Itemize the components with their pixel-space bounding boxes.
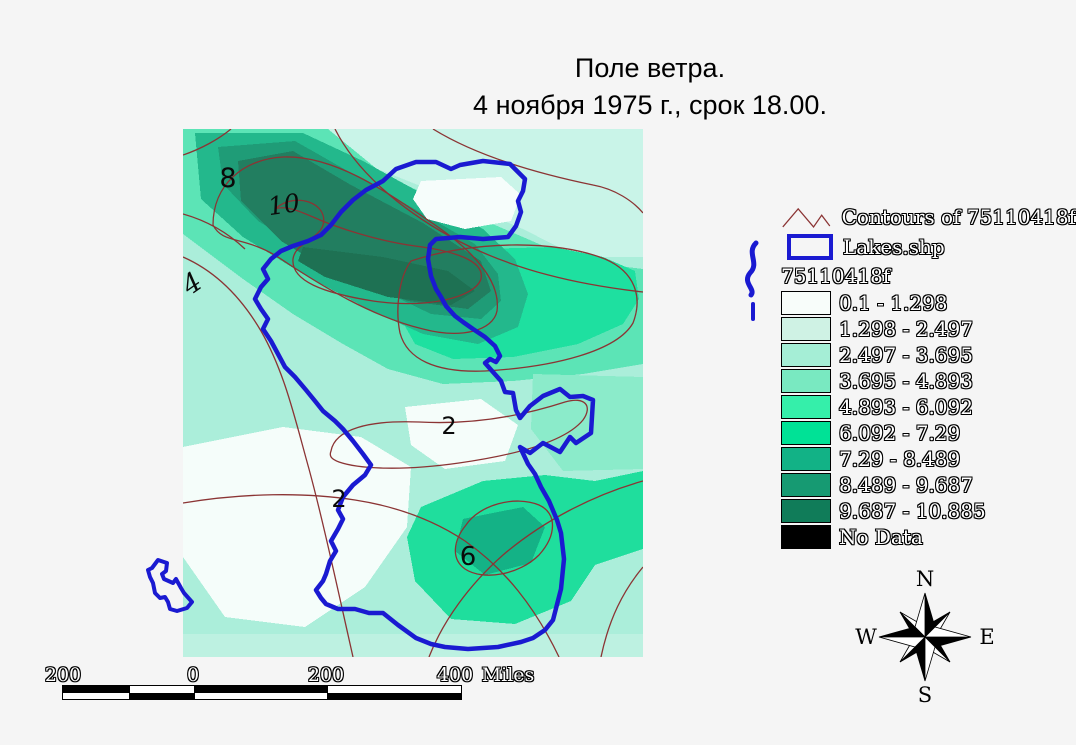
- compass-east-label: E: [979, 625, 994, 649]
- compass-west-label: W: [855, 625, 877, 649]
- legend-color-swatch: [781, 317, 831, 341]
- legend-class-row: 4.893 - 6.092: [781, 394, 1076, 420]
- scale-tick-mid: 200: [307, 664, 345, 686]
- legend-color-swatch: [781, 395, 831, 419]
- contour-line-icon: [782, 207, 831, 228]
- lake-outline: [252, 158, 596, 652]
- compass-south-label: S: [918, 683, 932, 707]
- legend-class-row: 7.29 - 8.489: [781, 446, 1076, 472]
- compass-north-label: N: [916, 568, 934, 591]
- compass-rose: N S E W: [855, 568, 994, 707]
- scale-unit-label: Miles: [481, 664, 535, 686]
- legend-color-swatch: [781, 473, 831, 497]
- wind-field-map: 8 10 4 2 2 6: [183, 129, 643, 657]
- contour-label-2a: 2: [441, 412, 456, 440]
- shoreline-squiggle: [745, 240, 759, 321]
- legend-lakes-label: Lakes.shp: [843, 235, 945, 259]
- map-title-line1: Поле ветра.: [574, 53, 726, 83]
- legend-class-row: 3.695 - 4.893: [781, 368, 1076, 394]
- legend-class-label: No Data: [839, 525, 923, 549]
- legend-class-row: 0.1 - 1.298: [781, 290, 1076, 316]
- legend-class-row: 9.687 - 10.885: [781, 498, 1076, 524]
- legend-lakes-row: Lakes.shp: [781, 232, 1076, 262]
- contour-label-2b: 2: [331, 485, 346, 513]
- legend-class-label: 1.298 - 2.497: [839, 317, 973, 341]
- legend-class-label: 4.893 - 6.092: [839, 395, 973, 419]
- legend-color-swatch: [781, 343, 831, 367]
- contour-label-8: 8: [219, 163, 236, 194]
- contour-lines: [183, 129, 643, 657]
- legend-class-label: 2.497 - 3.695: [839, 343, 973, 367]
- legend-class-label: 0.1 - 1.298: [839, 291, 948, 315]
- legend-color-swatch: [781, 499, 831, 523]
- contour-label-6: 6: [460, 542, 477, 572]
- legend-class-label: 6.092 - 7.29: [839, 421, 961, 445]
- legend-class-row: No Data: [781, 524, 1076, 550]
- legend-color-swatch: [781, 525, 831, 549]
- contour-label-10: 10: [266, 188, 302, 221]
- legend-class-label: 9.687 - 10.885: [839, 499, 986, 523]
- legend-class-row: 6.092 - 7.29: [781, 420, 1076, 446]
- legend-color-swatch: [781, 447, 831, 471]
- legend-class-label: 8.489 - 9.687: [839, 473, 973, 497]
- compass-star: [878, 592, 972, 682]
- legend: Contours of 75110418f Lakes.shp 75110418…: [781, 202, 1076, 550]
- legend-layer-header: 75110418f: [781, 264, 891, 288]
- map-title: Поле ветра. 4 ноября 1975 г., срок 18.00…: [300, 50, 1000, 124]
- raster-field: [183, 129, 643, 657]
- scale-tick-left: 200: [44, 664, 82, 686]
- legend-class-label: 3.695 - 4.893: [839, 369, 973, 393]
- lakes-polygon-icon: [787, 234, 833, 260]
- scale-bar-graphic: [62, 685, 462, 700]
- legend-contours-label: Contours of 75110418f: [841, 205, 1076, 229]
- legend-class-row: 2.497 - 3.695: [781, 342, 1076, 368]
- scale-tick-right: 400: [436, 664, 474, 686]
- legend-color-swatch: [781, 291, 831, 315]
- scale-bar: 200 0 200 400 Miles: [0, 664, 560, 704]
- map-title-line2: 4 ноября 1975 г., срок 18.00.: [473, 90, 827, 120]
- legend-class-label: 7.29 - 8.489: [839, 447, 961, 471]
- small-lake-outline: [146, 558, 194, 613]
- legend-color-swatch: [781, 369, 831, 393]
- legend-color-swatch: [781, 421, 831, 445]
- legend-class-row: 1.298 - 2.497: [781, 316, 1076, 342]
- legend-contours-row: Contours of 75110418f: [781, 202, 1076, 232]
- legend-class-row: 8.489 - 9.687: [781, 472, 1076, 498]
- scale-tick-zero: 0: [186, 664, 200, 686]
